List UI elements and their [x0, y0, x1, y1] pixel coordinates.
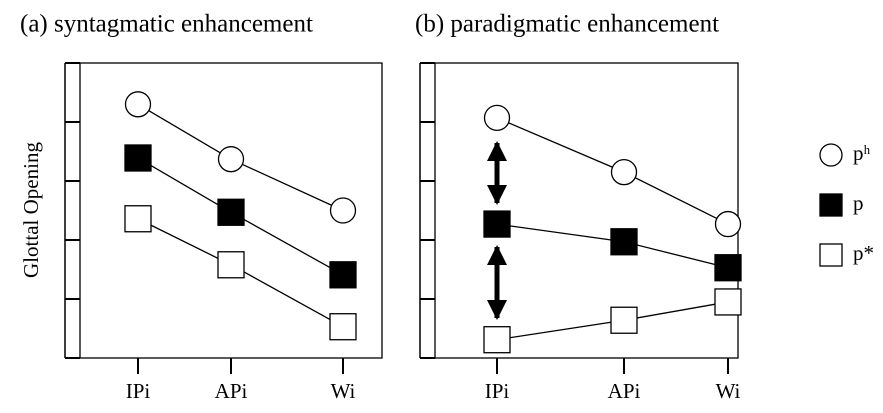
legend-swatch [819, 243, 843, 267]
point [329, 261, 357, 289]
x-tick-label: Wi [716, 379, 741, 403]
legend-label: pʰ [853, 141, 871, 165]
legend-label: p* [853, 241, 874, 265]
point [714, 288, 742, 316]
point [483, 326, 511, 354]
point [124, 205, 152, 233]
plot-frame [434, 62, 739, 359]
x-tick-label: IPi [126, 379, 151, 403]
x-tick-label: APi [608, 379, 641, 403]
legend: pʰ p p* [819, 141, 874, 267]
point [610, 228, 638, 256]
point [217, 198, 245, 226]
point [610, 158, 638, 186]
point [483, 210, 511, 238]
point [714, 210, 742, 238]
point [124, 144, 152, 172]
legend-label: p [853, 191, 864, 215]
chart-title: (b) paradigmatic enhancement [415, 11, 719, 38]
chart-title: (a) syntagmatic enhancement [20, 11, 313, 38]
point [217, 146, 245, 173]
point [124, 91, 152, 118]
x-tick-label: IPi [485, 379, 510, 403]
legend-swatch [819, 143, 843, 167]
y-axis-label: Glottal Opening [19, 142, 43, 278]
point [483, 104, 511, 132]
point [714, 254, 742, 282]
point [329, 313, 357, 341]
legend-swatch [819, 193, 843, 217]
x-tick-label: APi [215, 379, 248, 403]
point [610, 306, 638, 334]
point [217, 251, 245, 279]
point [329, 197, 357, 224]
x-tick-label: Wi [331, 379, 356, 403]
